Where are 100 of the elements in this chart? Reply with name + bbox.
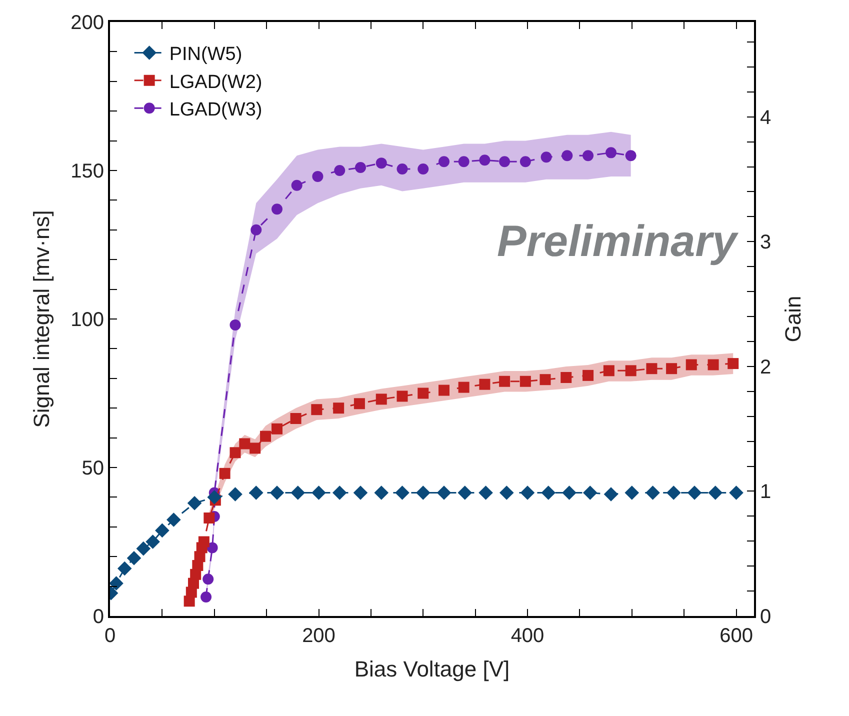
point — [416, 486, 430, 500]
point — [198, 536, 210, 548]
point — [520, 156, 531, 168]
point — [334, 165, 346, 176]
point — [478, 486, 493, 500]
point — [250, 442, 261, 454]
point — [646, 363, 658, 374]
point — [110, 576, 124, 590]
point — [728, 358, 739, 370]
point — [540, 374, 551, 386]
point — [708, 359, 719, 370]
y-tick-label: 200 — [70, 12, 104, 34]
y-axis-title: Signal integral [mv·ns] — [28, 210, 54, 428]
point — [438, 384, 450, 396]
point — [187, 496, 202, 510]
point — [418, 388, 429, 399]
point — [396, 164, 408, 175]
point — [540, 152, 552, 163]
point — [312, 486, 326, 500]
point — [479, 154, 490, 166]
point — [374, 486, 389, 500]
point — [355, 162, 366, 174]
point — [604, 487, 618, 502]
point — [376, 394, 387, 405]
point — [625, 365, 636, 376]
point — [332, 486, 347, 500]
point — [333, 402, 344, 414]
y2-tick-label: 1 — [760, 481, 772, 504]
point — [606, 147, 616, 158]
point — [354, 398, 365, 410]
point — [479, 378, 490, 390]
point — [117, 561, 132, 576]
point — [646, 486, 660, 500]
point — [458, 382, 470, 393]
point — [126, 550, 142, 566]
point — [353, 486, 368, 500]
point — [204, 512, 215, 524]
legend-label: PIN(W5) — [169, 44, 242, 66]
point — [250, 224, 262, 236]
point — [666, 363, 678, 374]
point — [239, 438, 250, 450]
point — [624, 486, 640, 500]
point — [290, 413, 302, 424]
point — [312, 170, 324, 182]
point — [418, 164, 429, 175]
point — [395, 486, 410, 500]
point — [146, 534, 160, 549]
point — [396, 390, 408, 402]
point — [520, 376, 531, 387]
point — [272, 204, 282, 215]
point — [666, 486, 681, 500]
point — [582, 150, 594, 162]
x-tick-label: 200 — [302, 625, 336, 647]
point — [458, 156, 470, 168]
point — [687, 486, 702, 500]
y-tick-label: 0 — [92, 606, 104, 628]
point — [541, 486, 556, 500]
y-tick-label: 50 — [82, 458, 104, 480]
annotation: Preliminary — [497, 217, 740, 266]
legend-label: LGAD(W3) — [169, 100, 262, 121]
point — [272, 423, 282, 434]
y2-tick-label: 4 — [760, 106, 772, 129]
point — [708, 486, 723, 500]
point — [436, 486, 452, 500]
point — [560, 372, 572, 384]
point — [228, 487, 242, 502]
point — [625, 150, 636, 162]
point — [291, 180, 302, 191]
point — [499, 376, 510, 387]
point — [230, 447, 241, 458]
point — [376, 158, 387, 169]
point — [499, 156, 510, 168]
point — [270, 486, 284, 500]
y2-axis-title: Gain — [780, 296, 806, 342]
point — [290, 486, 306, 500]
point — [248, 486, 264, 500]
point — [686, 359, 697, 370]
point — [499, 486, 514, 500]
point — [136, 541, 151, 556]
point — [311, 404, 322, 416]
x-tick-label: 600 — [720, 625, 753, 647]
point — [582, 370, 594, 381]
point — [729, 486, 744, 500]
y-tick-label: 150 — [70, 160, 104, 182]
y2-tick-label: 2 — [760, 356, 772, 378]
point — [562, 150, 573, 162]
point — [166, 512, 181, 527]
point — [603, 365, 614, 376]
point — [520, 486, 535, 500]
point — [219, 468, 230, 479]
y-tick-label: 100 — [70, 309, 104, 331]
legend-label: LGAD(W2) — [169, 72, 262, 93]
x-axis-title: Bias Voltage [V] — [354, 656, 510, 682]
point — [260, 430, 272, 442]
point — [458, 486, 472, 500]
y2-tick-label: 3 — [760, 232, 772, 254]
point — [438, 156, 450, 168]
y2-tick-label: 0 — [760, 606, 772, 628]
point — [155, 523, 170, 538]
point — [582, 486, 598, 500]
